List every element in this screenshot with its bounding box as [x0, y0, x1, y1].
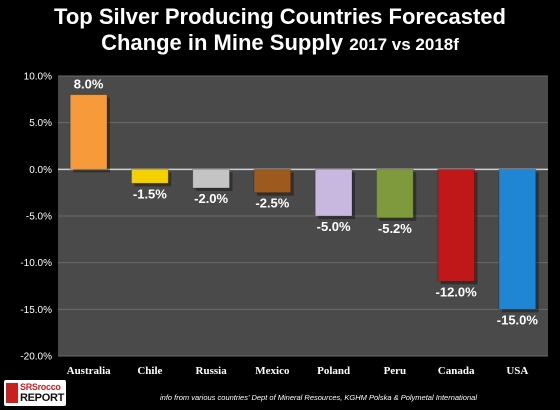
chart-title: Top Silver Producing Countries Forecaste…	[0, 4, 560, 58]
bar-russia	[192, 168, 230, 189]
title-line-2: Change in Mine Supply 2017 vs 2018f	[0, 30, 560, 58]
logo-line-2: REPORT	[20, 392, 65, 404]
y-tick-label: 5.0%	[29, 118, 52, 129]
data-label: 8.0%	[74, 77, 104, 92]
bar-chile	[131, 168, 169, 184]
y-tick-label: 0.0%	[29, 165, 52, 176]
srsrocco-logo: SRSrocco REPORT	[4, 380, 66, 406]
data-label: -12.0%	[436, 284, 478, 299]
y-tick-label: 10.0%	[24, 72, 52, 83]
x-tick-label: Peru	[384, 365, 407, 377]
data-label: -5.2%	[378, 221, 412, 236]
logo-line-1: SRSrocco	[20, 382, 61, 392]
bar-usa	[498, 168, 537, 310]
data-label: -15.0%	[497, 312, 539, 327]
x-tick-label: USA	[506, 365, 528, 377]
data-label: -2.5%	[255, 196, 289, 211]
bar-canada	[437, 168, 475, 282]
logo-mark-icon	[6, 383, 18, 403]
bar-poland	[314, 168, 353, 217]
data-label: -5.0%	[317, 219, 351, 234]
title-line-2-sub: 2017 vs 2018f	[349, 35, 459, 54]
x-tick-label: Russia	[196, 365, 228, 377]
x-tick-label: Mexico	[255, 365, 290, 377]
bar-chart: 10.0% 5.0% 0.0% -5.0% -10.0% -15.0% -20.0% 8.0%…	[20, 72, 548, 377]
x-tick-label: Chile	[137, 365, 162, 377]
data-label: -2.0%	[194, 191, 228, 206]
x-tick-label: Canada	[438, 365, 475, 377]
bar-mexico	[253, 168, 292, 194]
source-note: info from various countries' Dept of Min…	[160, 393, 477, 402]
title-line-2-main: Change in Mine Supply	[101, 30, 350, 55]
x-tick-label: Australia	[67, 365, 112, 377]
title-line-1: Top Silver Producing Countries Forecaste…	[54, 4, 506, 29]
y-tick-label: -5.0%	[26, 212, 52, 223]
y-tick-label: -20.0%	[20, 352, 52, 363]
bar-australia	[69, 94, 108, 170]
x-tick-label: Poland	[317, 365, 350, 377]
bar-peru	[376, 168, 414, 219]
y-tick-label: -15.0%	[20, 305, 52, 316]
y-tick-label: -10.0%	[20, 258, 52, 269]
data-label: -1.5%	[133, 186, 167, 201]
